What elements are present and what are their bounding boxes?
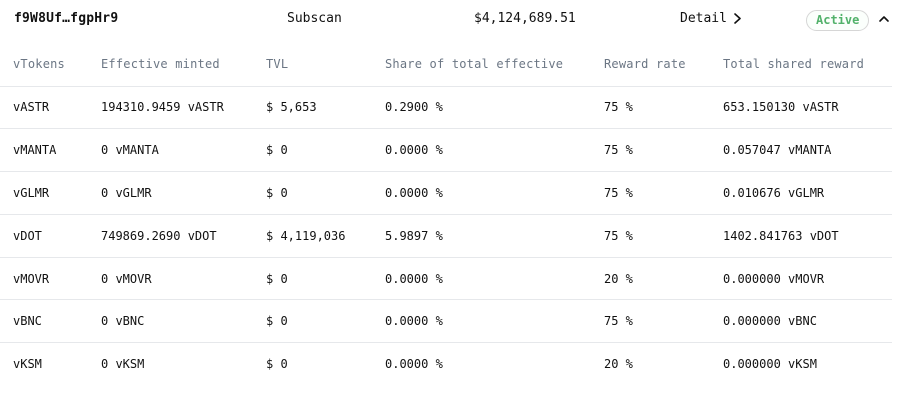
- cell-vtoken: vGLMR: [0, 171, 101, 215]
- table-header-row: vTokens Effective minted TVL Share of to…: [0, 40, 892, 87]
- cell-share: 0.0000 %: [385, 257, 604, 301]
- cell-vtoken: vASTR: [0, 86, 101, 130]
- column-header-vtokens: vTokens: [0, 40, 101, 87]
- cell-vtoken: vBNC: [0, 299, 101, 344]
- cell-reward-rate: 20 %: [604, 357, 633, 372]
- cell-effective-minted: 0 vBNC: [101, 299, 266, 344]
- cell-total-shared-reward: 1402.841763 vDOT: [723, 214, 892, 258]
- account-address: f9W8Uf…fgpHr9: [14, 11, 119, 26]
- cell-effective-minted: 749869.2690 vDOT: [101, 214, 266, 258]
- cell-effective-minted: 194310.9459 vASTR: [101, 86, 266, 130]
- detail-label: Detail: [680, 11, 727, 26]
- cell-effective-minted: 0 vMOVR: [101, 257, 266, 301]
- cell-reward-rate: 20 %: [604, 257, 723, 301]
- cell-share: 5.9897 %: [385, 214, 604, 258]
- table-row: vBNC 0 vBNC $ 0 0.0000 % 75 % 0.000000 v…: [0, 299, 892, 344]
- cell-total-shared-reward: 653.150130 vASTR: [723, 86, 892, 130]
- cell-tvl: $ 0: [266, 257, 385, 301]
- cell-tvl: $ 0: [266, 299, 385, 344]
- cell-tvl: $ 0: [266, 171, 385, 215]
- cell-reward-rate: 75 %: [604, 214, 723, 258]
- cell-share: 0.0000 %: [385, 357, 443, 372]
- table-row: vKSM 0 vKSM $ 0 0.0000 % 20 % 0.000000 v…: [0, 343, 892, 386]
- cell-reward-rate: 75 %: [604, 86, 723, 130]
- table-row: vASTR 194310.9459 vASTR $ 5,653 0.2900 %…: [0, 86, 892, 130]
- cell-total-shared-reward: 0.000000 vKSM: [723, 357, 817, 372]
- cell-vtoken: vKSM: [13, 357, 42, 372]
- vtokens-table: vTokens Effective minted TVL Share of to…: [0, 40, 892, 386]
- cell-effective-minted: 0 vKSM: [101, 357, 145, 372]
- cell-share: 0.0000 %: [385, 171, 604, 215]
- cell-reward-rate: 75 %: [604, 171, 723, 215]
- subscan-link[interactable]: Subscan: [287, 11, 342, 26]
- cell-effective-minted: 0 vGLMR: [101, 171, 266, 215]
- validator-summary-row: f9W8Uf…fgpHr9 Subscan $4,124,689.51 Deta…: [0, 0, 900, 40]
- cell-vtoken: vMANTA: [0, 128, 101, 173]
- column-header-effective-minted: Effective minted: [101, 40, 266, 87]
- cell-reward-rate: 75 %: [604, 299, 723, 344]
- cell-reward-rate: 75 %: [604, 128, 723, 173]
- column-header-total-shared-reward: Total shared reward: [723, 40, 892, 87]
- cell-total-shared-reward: 0.010676 vGLMR: [723, 171, 892, 215]
- column-header-tvl: TVL: [266, 40, 385, 87]
- status-badge: Active: [806, 10, 870, 31]
- table-row: vDOT 749869.2690 vDOT $ 4,119,036 5.9897…: [0, 214, 892, 258]
- total-value: $4,124,689.51: [474, 11, 576, 26]
- cell-vtoken: vDOT: [0, 214, 101, 258]
- chevron-up-icon[interactable]: [877, 13, 891, 25]
- table-row: vMOVR 0 vMOVR $ 0 0.0000 % 20 % 0.000000…: [0, 257, 892, 301]
- chevron-right-icon: [734, 13, 741, 24]
- cell-tvl: $ 0: [266, 128, 385, 173]
- cell-effective-minted: 0 vMANTA: [101, 128, 266, 173]
- cell-share: 0.0000 %: [385, 299, 604, 344]
- cell-tvl: $ 0: [266, 357, 288, 372]
- cell-total-shared-reward: 0.057047 vMANTA: [723, 128, 892, 173]
- table-row: vGLMR 0 vGLMR $ 0 0.0000 % 75 % 0.010676…: [0, 171, 892, 215]
- cell-share: 0.0000 %: [385, 128, 604, 173]
- column-header-share: Share of total effective: [385, 40, 604, 87]
- cell-tvl: $ 4,119,036: [266, 214, 385, 258]
- cell-tvl: $ 5,653: [266, 86, 385, 130]
- table-row: vMANTA 0 vMANTA $ 0 0.0000 % 75 % 0.0570…: [0, 128, 892, 173]
- cell-total-shared-reward: 0.000000 vMOVR: [723, 257, 892, 301]
- cell-vtoken: vMOVR: [0, 257, 101, 301]
- column-header-reward-rate: Reward rate: [604, 40, 723, 87]
- cell-total-shared-reward: 0.000000 vBNC: [723, 299, 892, 344]
- cell-share: 0.2900 %: [385, 86, 604, 130]
- detail-button[interactable]: Detail: [680, 11, 742, 26]
